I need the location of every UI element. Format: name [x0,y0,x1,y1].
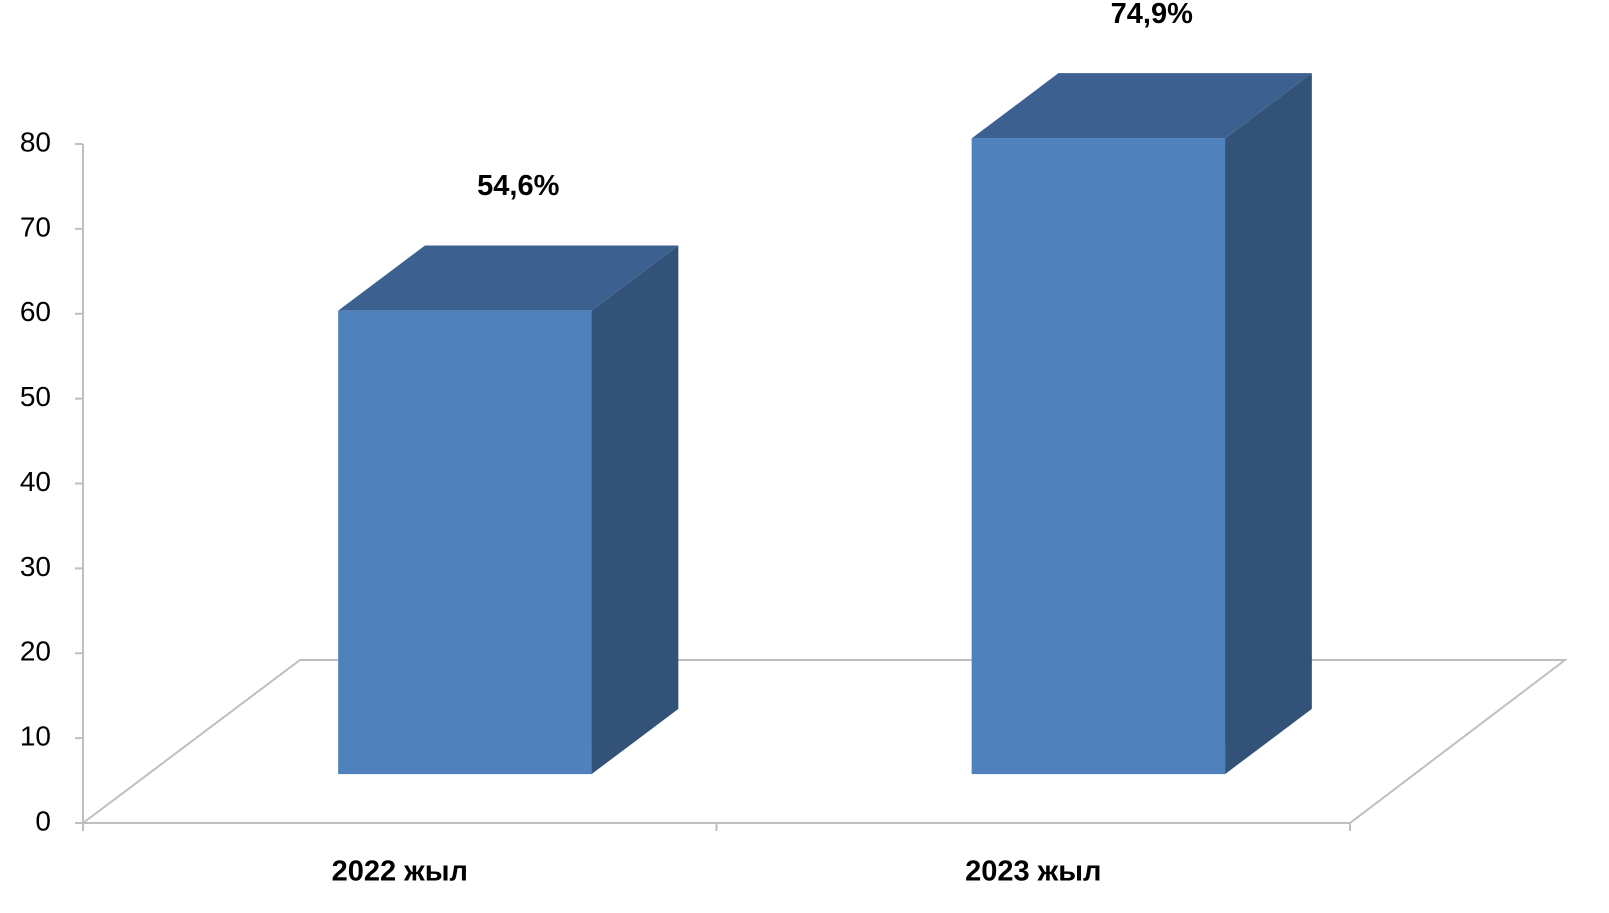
y-tick-label: 20 [20,636,51,667]
floor [80,659,1568,824]
bar [338,310,592,775]
value-label: 54,6% [477,170,559,202]
y-tick-label: 50 [20,381,51,412]
y-tick-label: 80 [20,126,51,157]
bar [971,138,1226,775]
y-tick-label: 0 [35,805,51,836]
bar-side [1225,73,1312,775]
y-tick-label: 40 [20,466,51,497]
y-tick-label: 70 [20,211,51,242]
x-tick-label: 2023 жыл [965,856,1101,888]
bar-side [591,245,679,775]
y-tick-label: 60 [20,296,51,327]
value-label: 74,9% [1111,0,1193,30]
bar-top [971,73,1312,139]
bar-top [338,245,679,311]
x-tick-label: 2022 жыл [332,856,468,888]
y-tick-label: 30 [20,551,51,582]
y-tick-label: 10 [20,721,51,752]
